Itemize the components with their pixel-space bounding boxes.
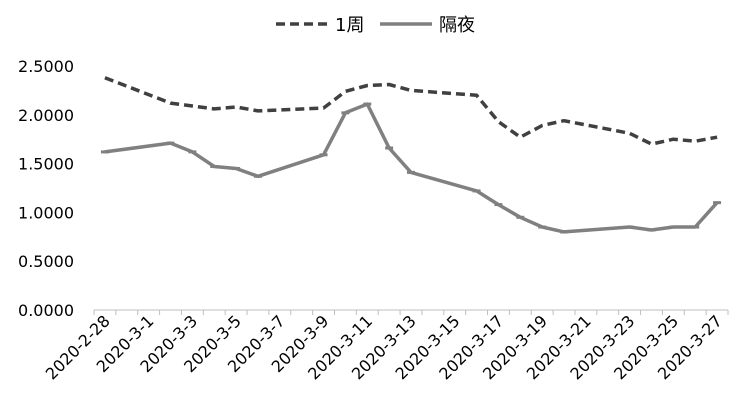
legend-label-overnight: 隔夜 bbox=[439, 15, 475, 36]
series-line-overnight bbox=[104, 102, 719, 234]
y-tick-label: 1.0000 bbox=[18, 203, 74, 222]
y-tick-label: 2.0000 bbox=[18, 106, 74, 125]
series-line-1week bbox=[104, 76, 718, 146]
legend-label-1week: 1周 bbox=[335, 15, 364, 36]
x-axis: 2020-2-282020-3-12020-3-32020-3-52020-3-… bbox=[42, 310, 729, 383]
series-layer bbox=[100, 76, 722, 234]
legend: 1周 隔夜 bbox=[276, 15, 475, 36]
y-axis: 0.0000 0.5000 1.0000 1.5000 2.0000 2.5000 bbox=[18, 57, 74, 320]
y-tick-label: 1.5000 bbox=[18, 155, 74, 174]
y-tick-label: 2.5000 bbox=[18, 57, 74, 76]
y-tick-label: 0.5000 bbox=[18, 252, 74, 271]
y-tick-label: 0.0000 bbox=[18, 301, 74, 320]
